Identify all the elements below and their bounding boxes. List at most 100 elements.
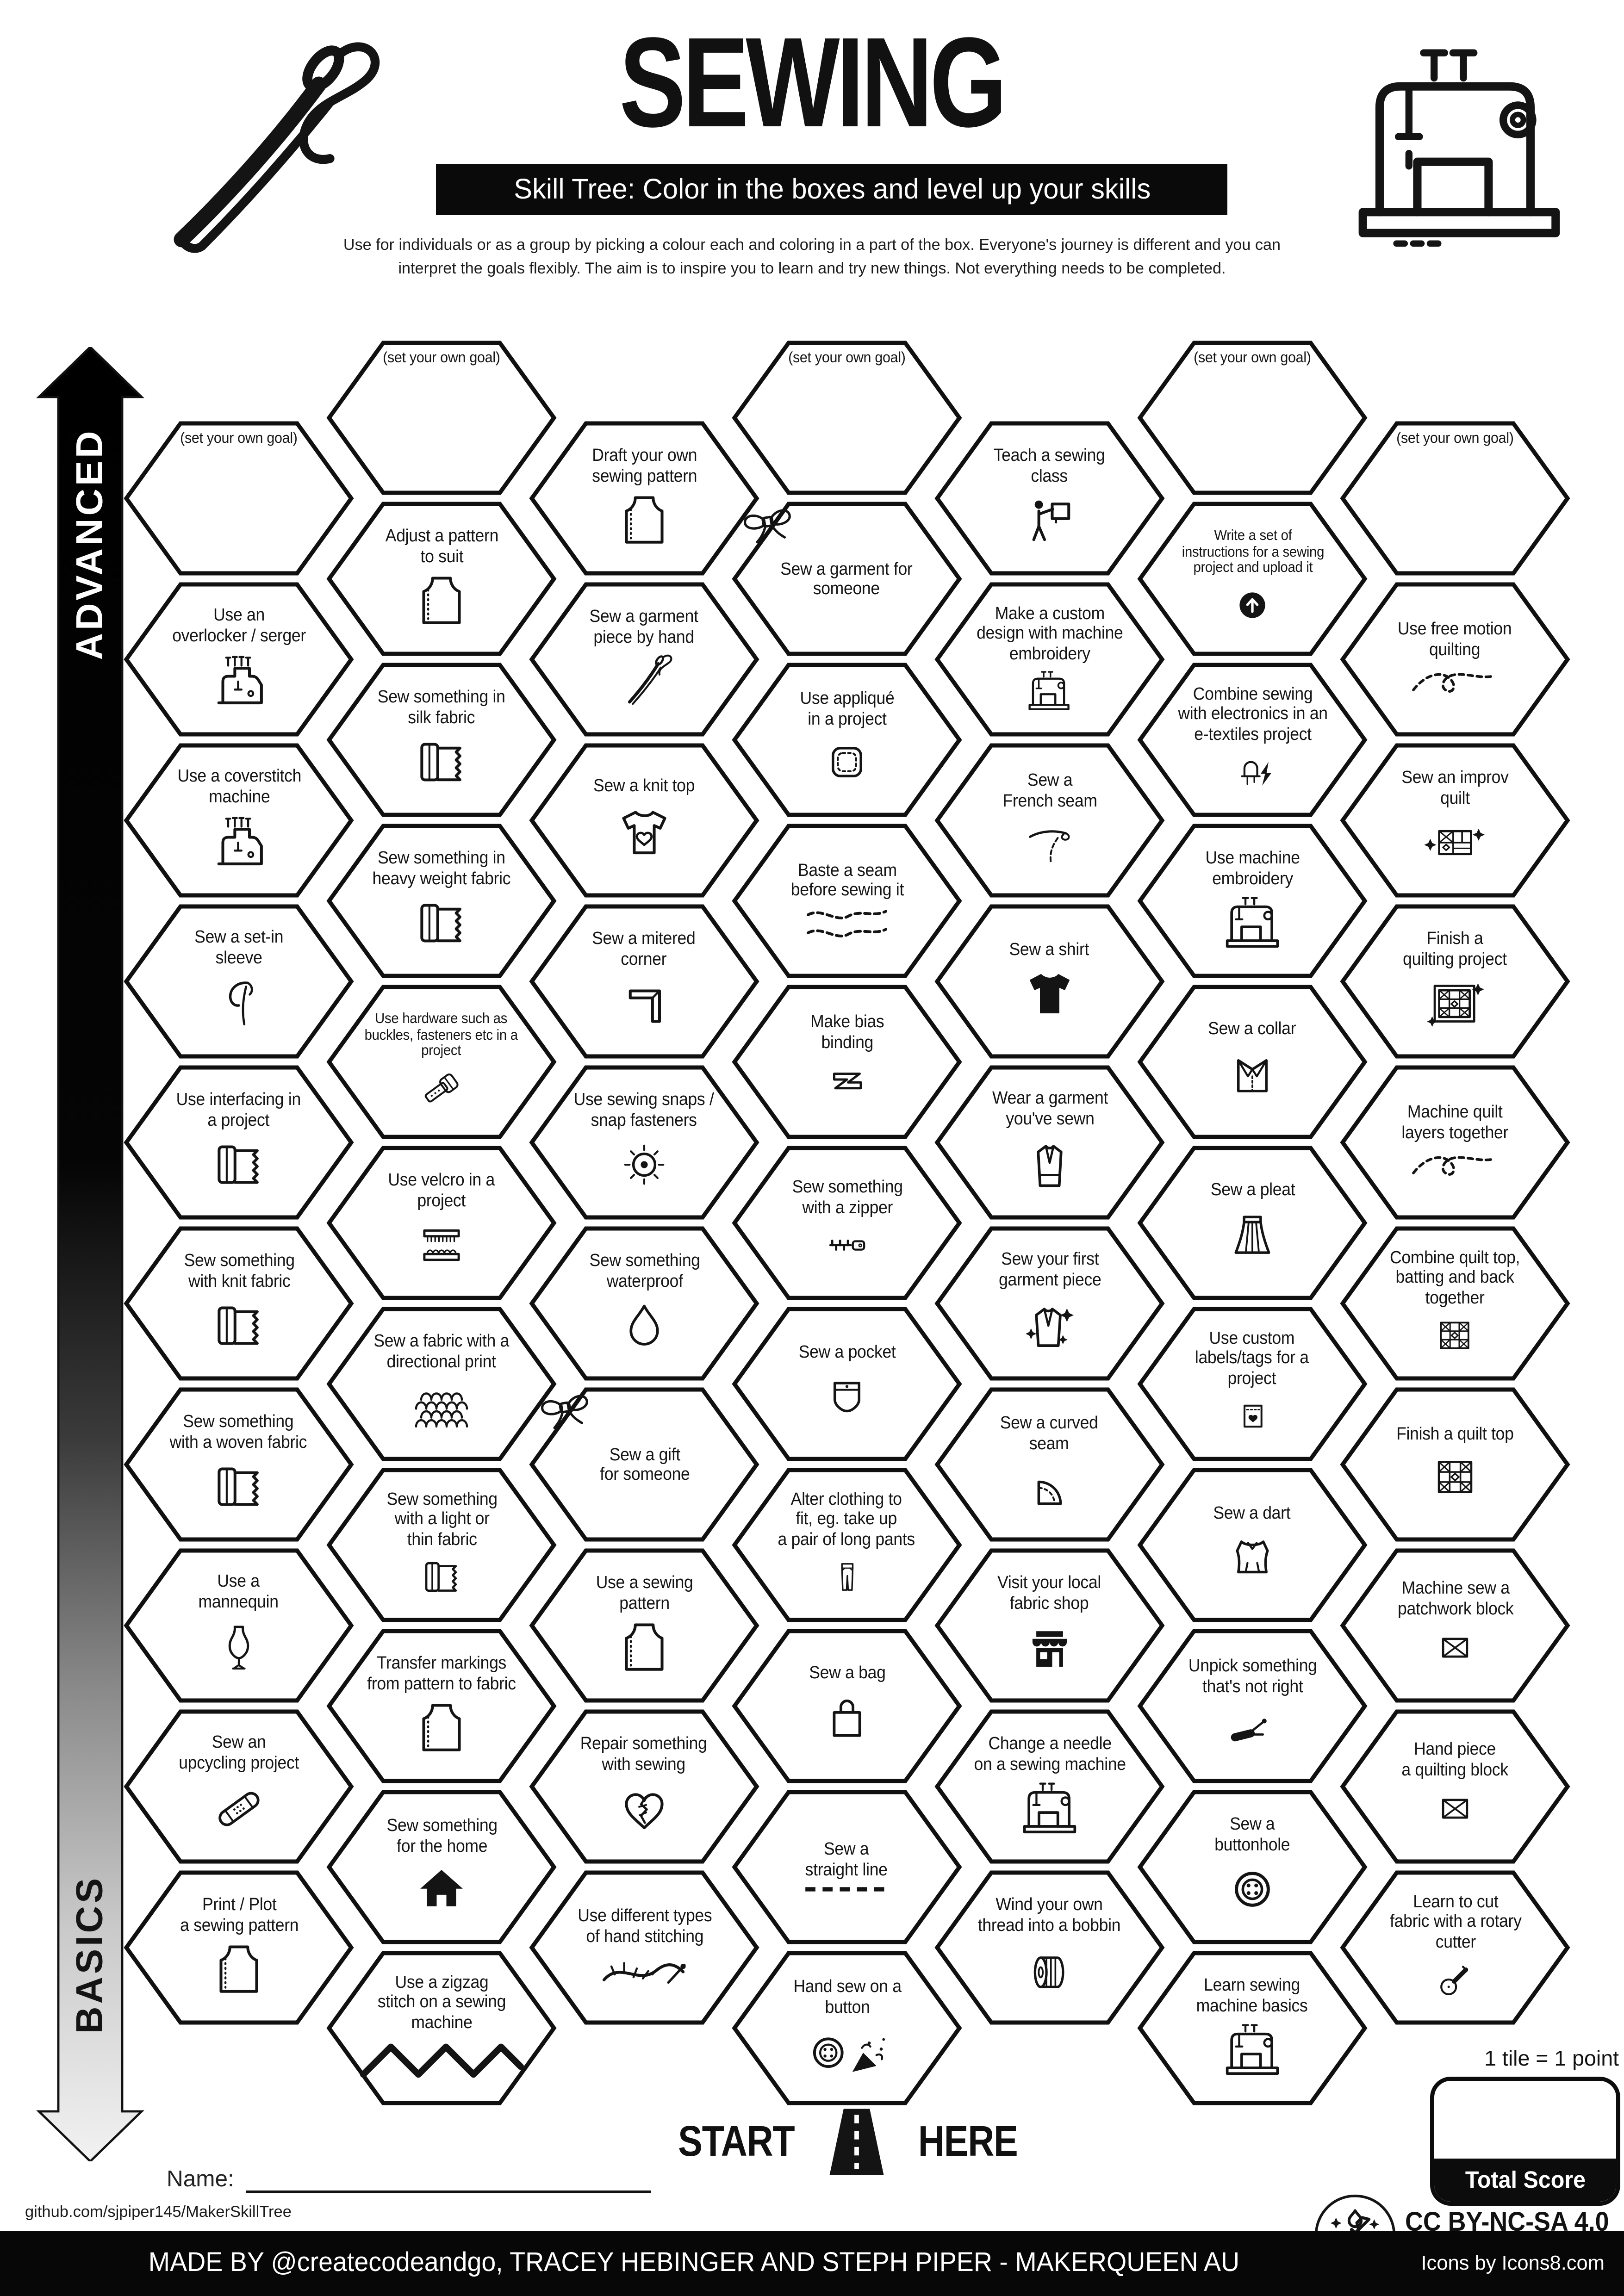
hex-tile[interactable]: Sew your first garment piece xyxy=(934,1226,1165,1381)
hex-tile[interactable]: Sew something waterproof xyxy=(529,1226,759,1381)
hex-tile[interactable]: Sew something with knit fabric xyxy=(124,1226,354,1381)
hex-tile[interactable]: Adjust a pattern to suit xyxy=(326,501,557,657)
hex-tile[interactable]: Sew a collar xyxy=(1137,984,1368,1140)
hex-outline xyxy=(732,1307,962,1461)
hex-tile[interactable]: Sew a gift for someone xyxy=(529,1387,759,1542)
hex-tile[interactable]: Combine quilt top, batting and back toge… xyxy=(1340,1226,1570,1381)
hex-tile[interactable]: Repair something with sewing xyxy=(529,1709,759,1864)
hex-tile[interactable]: Use custom labels/tags for a project xyxy=(1137,1306,1368,1462)
hex-tile[interactable]: Use an overlocker / serger xyxy=(124,582,354,737)
corner-icon xyxy=(614,973,675,1034)
hex-tile[interactable]: Sew a fabric with a directional print xyxy=(326,1306,557,1462)
hex-tile[interactable]: Learn sewing machine basics xyxy=(1137,1950,1368,2106)
hex-tile[interactable]: Use a zigzag stitch on a sewing machine xyxy=(326,1950,557,2106)
hex-tile[interactable]: Sew a French seam xyxy=(934,743,1165,898)
hex-tile[interactable]: Use a mannequin xyxy=(124,1548,354,1703)
hex-tile[interactable]: Sew a buttonhole xyxy=(1137,1789,1368,1945)
hex-tile[interactable]: Visit your local fabric shop xyxy=(934,1548,1165,1703)
hex-tile[interactable]: Baste a seam before sewing it xyxy=(732,823,962,979)
hex-label: Sew something with a woven fabric xyxy=(170,1412,308,1452)
hex-label: Use an overlocker / serger xyxy=(172,605,306,645)
hex-tile-goal[interactable]: (set your own goal) xyxy=(1340,421,1570,576)
hex-tile[interactable]: Sew an improv quilt xyxy=(1340,743,1570,898)
hex-tile[interactable]: Transfer markings from pattern to fabric xyxy=(326,1628,557,1784)
hex-outline xyxy=(1340,904,1570,1059)
hex-tile[interactable]: Sew a bag xyxy=(732,1628,962,1784)
hex-tile[interactable]: Machine quilt layers together xyxy=(1340,1065,1570,1220)
hex-tile[interactable]: Use hardware such as buckles, fasteners … xyxy=(326,984,557,1140)
hex-tile[interactable]: Machine sew a patchwork block xyxy=(1340,1548,1570,1703)
hex-tile[interactable]: Use machine embroidery xyxy=(1137,823,1368,979)
hex-tile[interactable]: Use interfacing in a project xyxy=(124,1065,354,1220)
hex-tile[interactable]: Change a needle on a sewing machine xyxy=(934,1709,1165,1864)
hex-tile[interactable]: Hand piece a quilting block xyxy=(1340,1709,1570,1864)
hex-tile[interactable]: Sew a curved seam xyxy=(934,1387,1165,1542)
hex-tile[interactable]: Learn to cut fabric with a rotary cutter xyxy=(1340,1870,1570,2025)
hex-tile[interactable]: Make bias binding xyxy=(732,984,962,1140)
hex-tile[interactable]: Sew a dart xyxy=(1137,1467,1368,1623)
hex-tile[interactable]: Use a coverstitch machine xyxy=(124,743,354,898)
hex-tile[interactable]: Use free motion quilting xyxy=(1340,582,1570,737)
hex-tile[interactable]: Sew something in heavy weight fabric xyxy=(326,823,557,979)
hex-tile[interactable]: Teach a sewing class xyxy=(934,421,1165,576)
hex-tile[interactable]: Wind your own thread into a bobbin xyxy=(934,1870,1165,2025)
quilt-block-icon xyxy=(1425,1449,1486,1504)
hex-outline xyxy=(1340,1065,1570,1220)
hex-tile[interactable]: Sew a knit top xyxy=(529,743,759,898)
quilt-frame-icon xyxy=(1423,973,1487,1034)
hex-tile[interactable]: Sew a shirt xyxy=(934,904,1165,1059)
score-entry-area[interactable] xyxy=(1434,2081,1616,2159)
hex-outline xyxy=(326,1146,557,1300)
hex-tile[interactable]: Use a sewing pattern xyxy=(529,1548,759,1703)
hex-tile[interactable]: Sew an upcycling project xyxy=(124,1709,354,1864)
hex-tile[interactable]: Sew a garment for someone xyxy=(732,501,962,657)
hex-tile[interactable]: Use appliqué in a project xyxy=(732,662,962,818)
hex-tile[interactable]: Use sewing snaps / snap fasteners xyxy=(529,1065,759,1220)
rotary-icon xyxy=(1431,1955,1479,2003)
hex-tile[interactable]: Hand sew on a button xyxy=(732,1950,962,2106)
hex-label: Sew something with a light or thin fabri… xyxy=(386,1489,497,1549)
pattern-icon xyxy=(208,1939,269,2000)
scales-icon xyxy=(410,1375,473,1436)
hex-tile[interactable]: Sew a straight line xyxy=(732,1789,962,1945)
hex-tile[interactable]: Wear a garment you've sewn xyxy=(934,1065,1165,1220)
name-input-line[interactable] xyxy=(245,2166,651,2193)
hex-tile[interactable]: Sew something for the home xyxy=(326,1789,557,1945)
hex-tile[interactable]: Make a custom design with machine embroi… xyxy=(934,582,1165,737)
hex-label: Sew a mitered corner xyxy=(592,929,696,968)
hex-tile[interactable]: Sew a garment piece by hand xyxy=(529,582,759,737)
hex-outline xyxy=(326,1790,557,1944)
hex-label: Use a sewing pattern xyxy=(596,1573,693,1613)
hex-tile-goal[interactable]: (set your own goal) xyxy=(732,340,962,496)
hex-tile[interactable]: Finish a quilting project xyxy=(1340,904,1570,1059)
hex-tile[interactable]: Sew something with a light or thin fabri… xyxy=(326,1467,557,1623)
hex-tile-goal[interactable]: (set your own goal) xyxy=(124,421,354,576)
hex-tile[interactable]: Use different types of hand stitching xyxy=(529,1870,759,2025)
hex-tile[interactable]: Sew a mitered corner xyxy=(529,904,759,1059)
hex-tile[interactable]: Write a set of instructions for a sewing… xyxy=(1137,501,1368,657)
hex-outline xyxy=(326,985,557,1139)
hex-tile[interactable]: Sew a set-in sleeve xyxy=(124,904,354,1059)
hex-tile[interactable]: Sew something with a zipper xyxy=(732,1145,962,1301)
hex-tile[interactable]: Sew something with a woven fabric xyxy=(124,1387,354,1542)
hex-label: Use a mannequin xyxy=(199,1571,279,1611)
hex-tile[interactable]: Sew something in silk fabric xyxy=(326,662,557,818)
hex-outline xyxy=(934,1870,1165,2025)
tshirt-filled-icon xyxy=(1020,964,1079,1023)
hex-label: Teach a sewing class xyxy=(994,446,1106,485)
hex-tile[interactable]: Alter clothing to fit, eg. take up a pai… xyxy=(732,1467,962,1623)
fabric-icon xyxy=(208,1134,269,1195)
hex-tile[interactable]: Use velcro in a project xyxy=(326,1145,557,1301)
hex-label: Sew your first garment piece xyxy=(998,1249,1101,1289)
hex-tile[interactable]: Print / Plot a sewing pattern xyxy=(124,1870,354,2025)
hex-tile[interactable]: Combine sewing with electronics in an e-… xyxy=(1137,662,1368,818)
hex-tile[interactable]: Sew a pocket xyxy=(732,1306,962,1462)
hex-tile[interactable]: Draft your own sewing pattern xyxy=(529,421,759,576)
hex-label: Learn sewing machine basics xyxy=(1196,1975,1308,2015)
hex-tile[interactable]: Unpick something that's not right xyxy=(1137,1628,1368,1784)
hex-label: Sew a knit top xyxy=(593,776,695,796)
hex-tile-goal[interactable]: (set your own goal) xyxy=(326,340,557,496)
hex-tile[interactable]: Finish a quilt top xyxy=(1340,1387,1570,1542)
hex-tile-goal[interactable]: (set your own goal) xyxy=(1137,340,1368,496)
hex-tile[interactable]: Sew a pleat xyxy=(1137,1145,1368,1301)
